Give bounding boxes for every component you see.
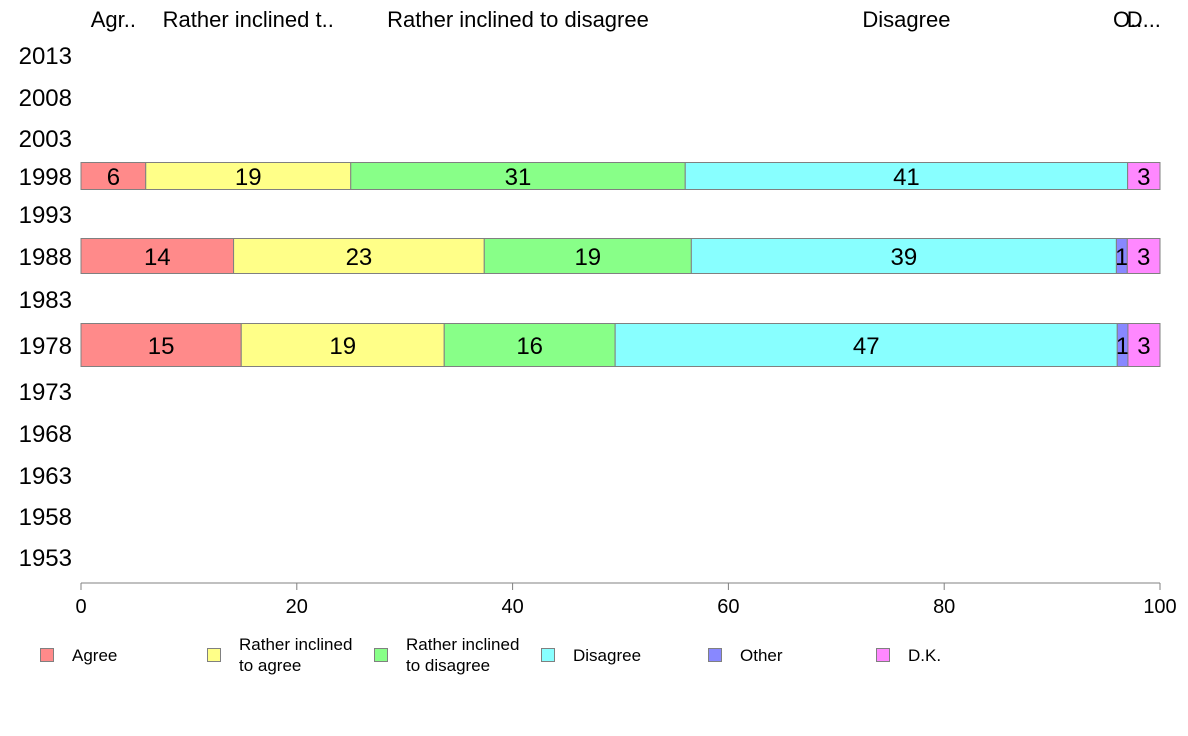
y-tick-label: 2003 (19, 126, 72, 153)
series-top-label: Disagree (862, 7, 950, 32)
x-tick-label: 100 (1143, 596, 1176, 618)
legend-swatch (708, 648, 722, 662)
y-tick-label: 1963 (19, 463, 72, 490)
legend-swatch (541, 648, 555, 662)
series-top-label: D... (1127, 7, 1161, 32)
series-top-label: O.. (1113, 7, 1142, 32)
bar-segment-label: 31 (505, 164, 532, 191)
legend-label: Disagree (573, 645, 642, 665)
legend-swatch (207, 648, 221, 662)
y-tick-label: 1958 (19, 504, 72, 531)
bar-segment (240, 323, 445, 367)
legend-swatch (374, 648, 388, 662)
bar-segment-label: 14 (144, 244, 171, 271)
bar-segment (80, 238, 235, 274)
bar-segment (1127, 162, 1161, 190)
y-tick-label: 1953 (19, 545, 72, 572)
x-tick-label: 60 (717, 596, 739, 618)
bar-segment-label: 1 (1115, 244, 1128, 271)
bar-segment-label: 3 (1137, 164, 1150, 191)
stacked-bar-chart: 2013200820031998199319881983197819731968… (19, 7, 1177, 618)
series-top-label: Agr.. (91, 7, 136, 32)
bar-segment-label: 19 (329, 333, 356, 360)
y-tick-label: 1978 (19, 333, 72, 360)
legend-label: Agree (72, 645, 118, 665)
bar-segment-label: 19 (574, 244, 601, 271)
bar-segment-label: 3 (1137, 244, 1150, 271)
bar-segment-label: 39 (891, 244, 918, 271)
y-tick-label: 1993 (19, 202, 72, 229)
y-tick-label: 1983 (19, 287, 72, 314)
y-tick-label: 1988 (19, 244, 72, 271)
y-tick-label: 2013 (19, 43, 72, 70)
bar-segment-label: 16 (516, 333, 543, 360)
y-tick-label: 2008 (19, 85, 72, 112)
y-tick-label: 1998 (19, 164, 72, 191)
bar-segment (233, 238, 485, 274)
bar-segment-label: 41 (893, 164, 920, 191)
legend-item: Agree (40, 630, 117, 680)
y-tick-label: 1973 (19, 379, 72, 406)
legend-label: Rather inclined to disagree (406, 635, 520, 675)
legend-item: D.K. (876, 630, 941, 680)
bar-segment-label: 47 (853, 333, 880, 360)
bar-segment-label: 6 (107, 164, 120, 191)
x-tick-label: 0 (75, 596, 86, 618)
bar-segment-label: 15 (148, 333, 175, 360)
bar-segment (614, 323, 1118, 367)
bar-segment (80, 162, 147, 190)
legend-swatch (876, 648, 890, 662)
x-tick-label: 20 (286, 596, 308, 618)
y-tick-label: 1968 (19, 421, 72, 448)
legend-swatch (40, 648, 54, 662)
bar-segment-label: 3 (1137, 333, 1150, 360)
bar-segment-label: 1 (1116, 333, 1129, 360)
bar-segment (443, 323, 616, 367)
bar-segment (483, 238, 692, 274)
bar-segment-label: 19 (235, 164, 262, 191)
legend-item: Other (708, 630, 783, 680)
bar-segment (690, 238, 1117, 274)
legend-item: Rather inclined to agree (207, 630, 352, 680)
legend-label: Other (740, 645, 783, 665)
x-tick-label: 40 (501, 596, 523, 618)
legend-item: Rather inclined to disagree (374, 630, 519, 680)
bar-segment (1126, 238, 1161, 274)
legend-label: D.K. (908, 645, 942, 665)
bar-segment (1127, 323, 1161, 367)
bar-segment (350, 162, 686, 190)
legend-item: Disagree (541, 630, 641, 680)
legend-label: Rather inclined to agree (239, 635, 353, 675)
bar-segment (80, 323, 242, 367)
series-top-label: Rather inclined t.. (163, 7, 334, 32)
bar-segment-label: 23 (346, 244, 373, 271)
x-tick-label: 80 (933, 596, 955, 618)
series-top-label: Rather inclined to disagree (387, 7, 649, 32)
legend: Agree Rather inclined to agree Rather incl… (0, 630, 1188, 680)
bar-segment (145, 162, 352, 190)
